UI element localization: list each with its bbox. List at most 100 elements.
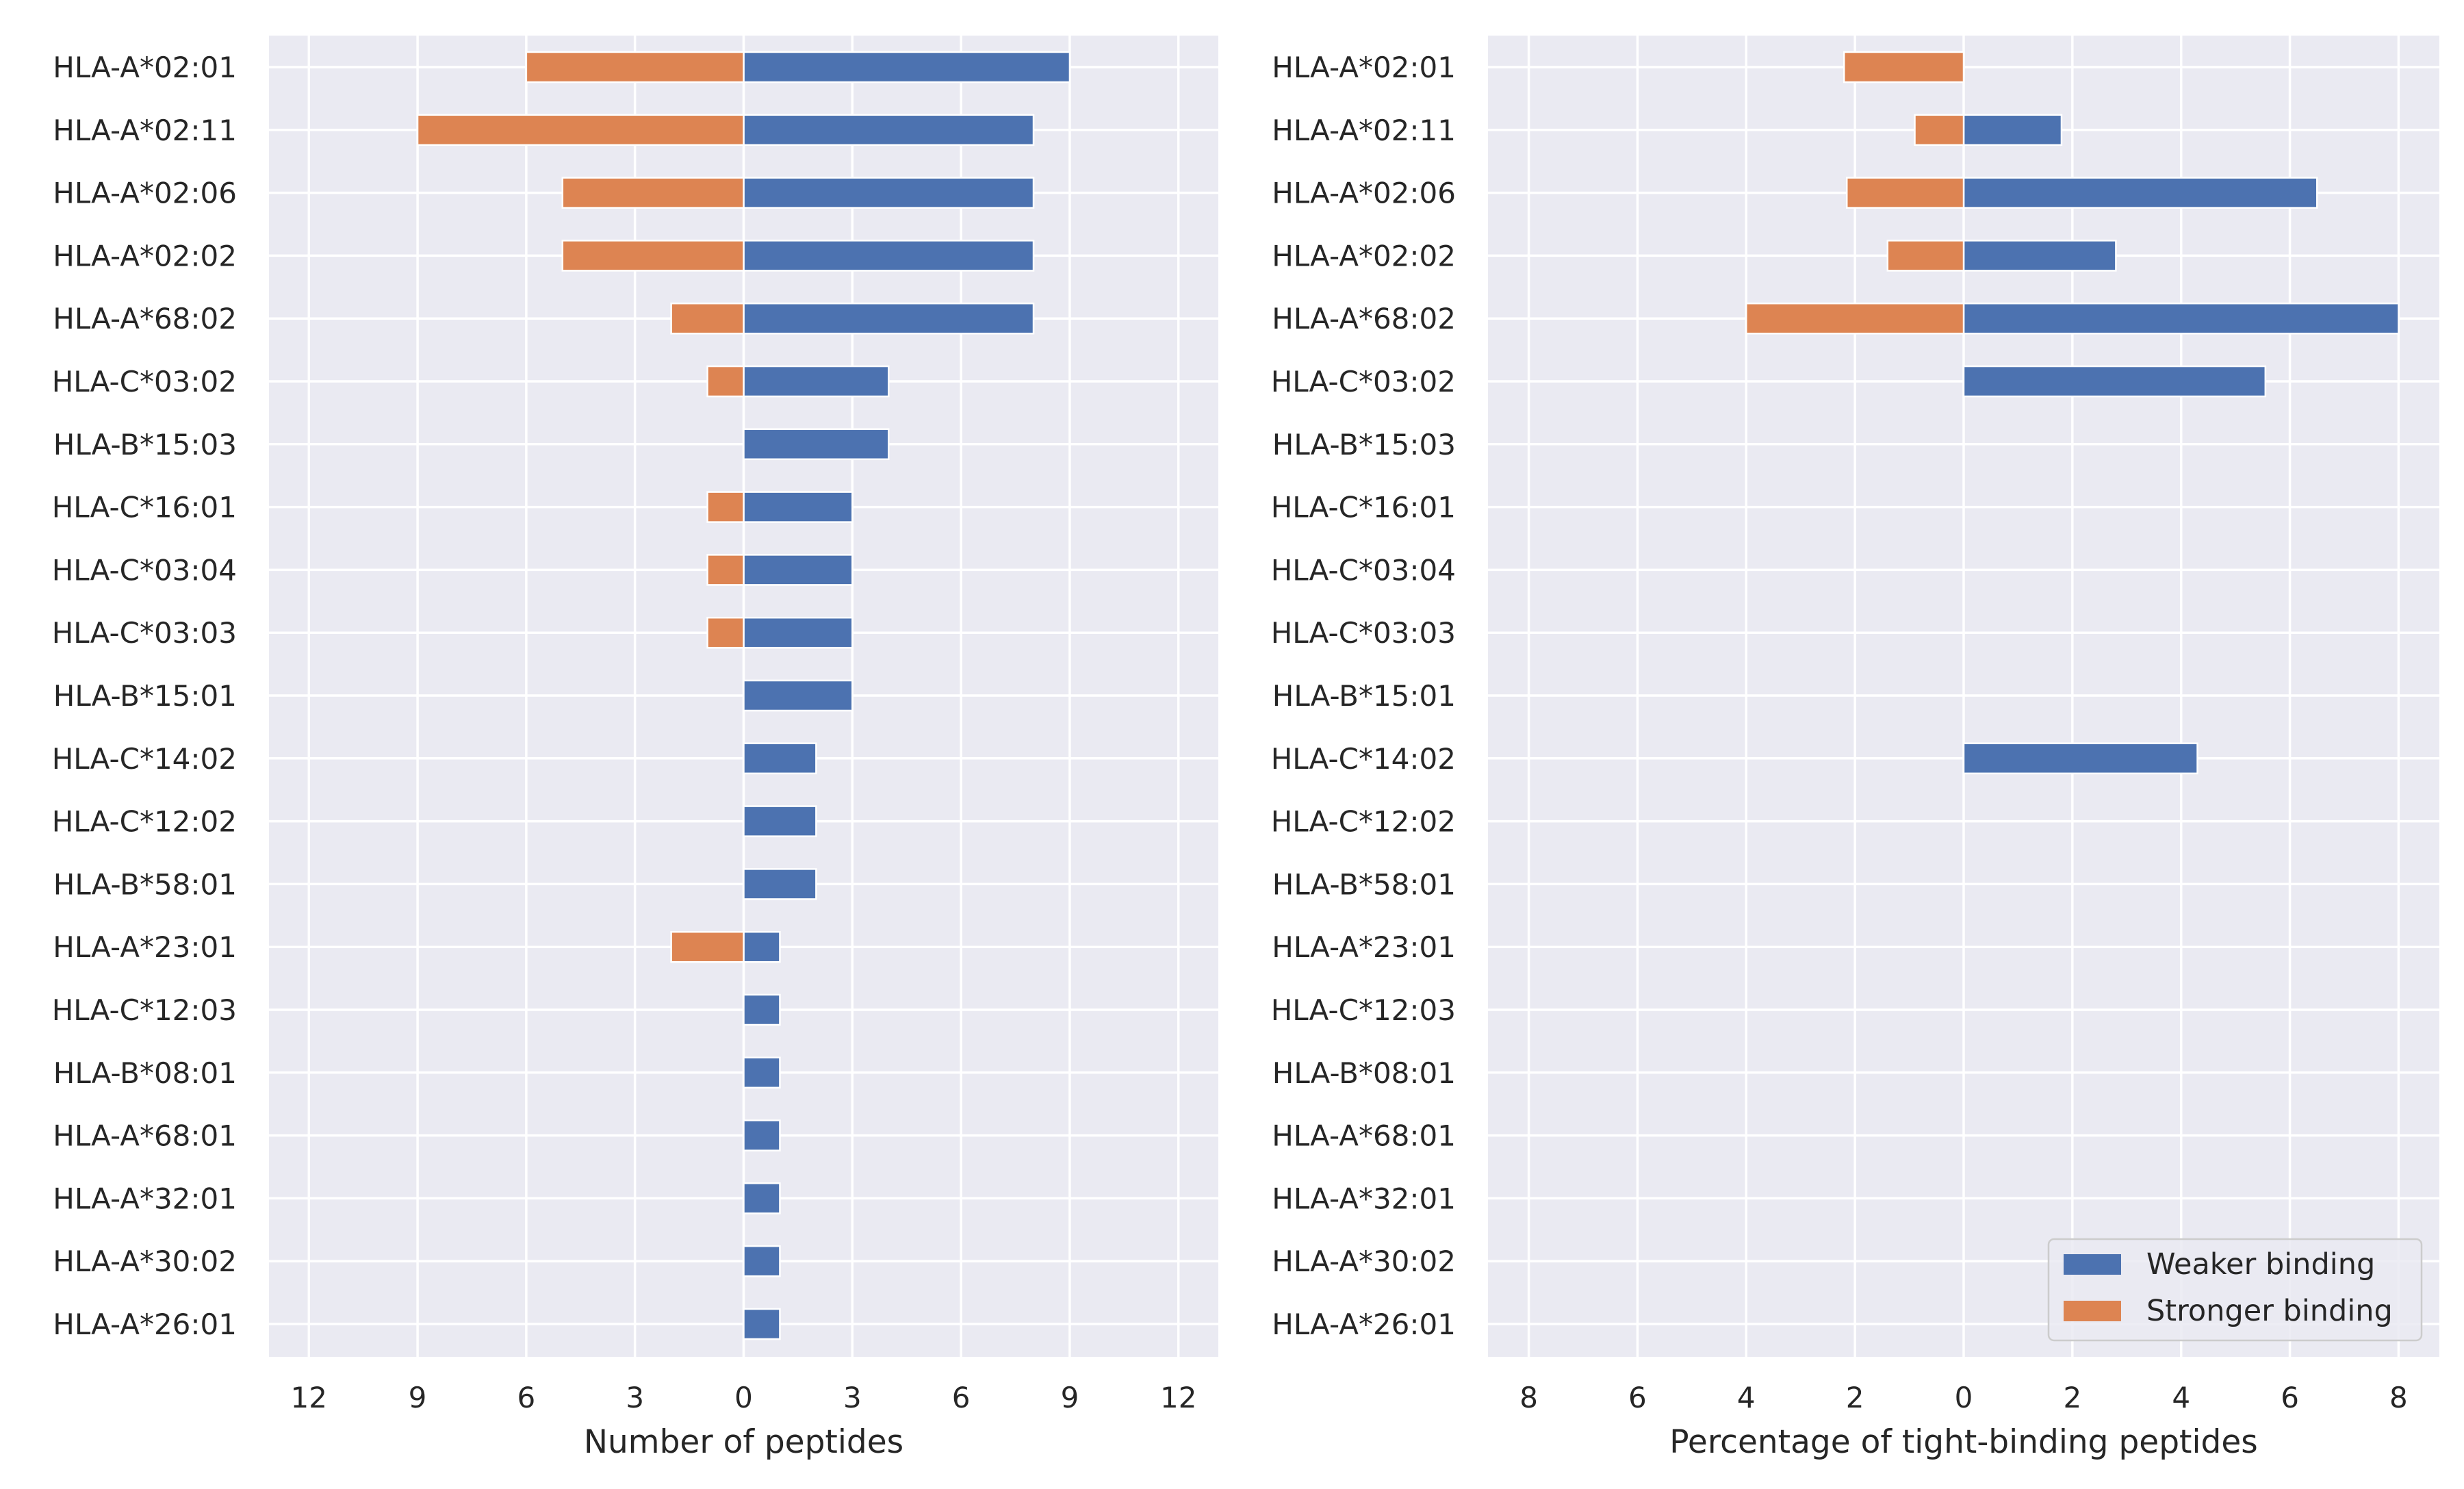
weaker-binding-bar xyxy=(1962,114,2063,147)
stronger-binding-bar xyxy=(1914,114,1965,147)
x-tick-label: 12 xyxy=(1160,1381,1196,1414)
category-label: HLA-C*16:01 xyxy=(52,491,237,524)
category-label: HLA-A*23:01 xyxy=(53,930,237,964)
chart-panel-1: HLA-A*02:01 HLA-A*02:11 HLA-A*02:06 HLA-A*0… xyxy=(52,36,1218,1461)
weaker-binding-bar xyxy=(1962,240,2117,272)
x-tick-label: 12 xyxy=(291,1381,327,1414)
legend-swatch xyxy=(2064,1301,2121,1321)
category-label: HLA-C*14:02 xyxy=(52,742,237,776)
category-label: HLA-A*02:01 xyxy=(1272,51,1456,84)
x-tick-label: 8 xyxy=(2389,1381,2408,1414)
x-tick-label: 6 xyxy=(517,1381,535,1414)
stronger-binding-bar xyxy=(1845,177,1965,209)
weaker-binding-bar xyxy=(743,1245,781,1277)
category-label: HLA-A*32:01 xyxy=(1272,1182,1456,1215)
stronger-binding-bar xyxy=(416,114,745,147)
weaker-binding-bar xyxy=(743,1308,781,1340)
category-label: HLA-A*30:02 xyxy=(1272,1245,1456,1278)
x-tick-label: 3 xyxy=(843,1381,862,1414)
category-label: HLA-C*03:02 xyxy=(52,365,237,398)
category-label: HLA-A*30:02 xyxy=(53,1245,237,1278)
category-label: HLA-B*15:01 xyxy=(53,679,237,713)
stronger-binding-bar xyxy=(706,365,745,398)
legend: Weaker binding Stronger binding xyxy=(2047,1238,2423,1342)
stronger-binding-bar xyxy=(1843,51,1965,84)
weaker-binding-bar xyxy=(743,365,890,398)
weaker-binding-bar xyxy=(743,114,1035,147)
x-tick-label: 0 xyxy=(1955,1381,1973,1414)
category-label: HLA-C*03:04 xyxy=(52,553,237,587)
weaker-binding-bar xyxy=(743,554,854,586)
stronger-binding-bar xyxy=(1745,302,1965,335)
category-label: HLA-C*12:02 xyxy=(1271,805,1456,839)
category-label: HLA-B*15:01 xyxy=(1272,679,1456,713)
legend-swatch xyxy=(2064,1254,2121,1275)
category-label: HLA-B*58:01 xyxy=(1272,867,1456,901)
category-label: HLA-C*16:01 xyxy=(1271,491,1456,524)
x-tick-label: 6 xyxy=(2281,1381,2299,1414)
category-label: HLA-A*02:02 xyxy=(53,239,237,272)
weaker-binding-bar xyxy=(743,1056,781,1089)
category-label: HLA-B*08:01 xyxy=(1272,1056,1456,1090)
weaker-binding-bar xyxy=(743,805,817,837)
category-label: HLA-A*68:02 xyxy=(53,302,237,335)
x-axis-title: Number of peptides xyxy=(584,1423,903,1461)
chart-panel-2: HLA-A*02:01 HLA-A*02:11 HLA-A*02:06 HLA-A*0… xyxy=(1271,36,2439,1461)
weaker-binding-bar xyxy=(1962,742,2198,775)
x-tick-label: 2 xyxy=(2063,1381,2081,1414)
stronger-binding-bar xyxy=(670,930,745,963)
category-label: HLA-C*03:02 xyxy=(1271,365,1456,398)
category-label: HLA-B*15:03 xyxy=(53,428,237,461)
stronger-binding-bar xyxy=(561,177,745,209)
legend-box xyxy=(2047,1238,2423,1342)
category-label: HLA-A*68:01 xyxy=(1272,1119,1456,1153)
category-label: HLA-A*32:01 xyxy=(53,1182,237,1215)
x-tick-label: 4 xyxy=(2172,1381,2190,1414)
weaker-binding-bar xyxy=(1962,365,2267,398)
stronger-binding-bar xyxy=(706,491,745,523)
weaker-binding-bar xyxy=(743,428,890,461)
weaker-binding-bar xyxy=(743,616,854,649)
weaker-binding-bar xyxy=(743,868,817,900)
category-label: HLA-B*15:03 xyxy=(1272,428,1456,461)
weaker-binding-bar xyxy=(743,993,781,1026)
stronger-binding-bar xyxy=(670,302,745,335)
weaker-binding-bar xyxy=(743,51,1071,84)
x-tick-label: 9 xyxy=(1061,1381,1079,1414)
category-label: HLA-A*68:02 xyxy=(1272,302,1456,335)
category-label: HLA-A*02:11 xyxy=(1272,114,1456,147)
weaker-binding-bar xyxy=(1962,302,2400,335)
weaker-binding-bar xyxy=(743,177,1035,209)
weaker-binding-bar xyxy=(743,679,854,712)
category-label: HLA-A*23:01 xyxy=(1272,930,1456,964)
x-tick-label: 6 xyxy=(952,1381,971,1414)
weaker-binding-bar xyxy=(743,1182,781,1214)
category-label: HLA-A*02:06 xyxy=(53,177,237,210)
x-tick-label: 8 xyxy=(1519,1381,1538,1414)
category-label: HLA-C*03:03 xyxy=(52,616,237,650)
category-label: HLA-C*14:02 xyxy=(1271,742,1456,776)
x-tick-label: 9 xyxy=(409,1381,427,1414)
x-tick-label: 3 xyxy=(626,1381,644,1414)
x-tick-label: 0 xyxy=(734,1381,753,1414)
category-label: HLA-A*26:01 xyxy=(1272,1308,1456,1341)
weaker-binding-bar xyxy=(743,240,1035,272)
weaker-binding-bar xyxy=(743,302,1035,335)
stronger-binding-bar xyxy=(525,51,745,84)
category-label: HLA-A*02:01 xyxy=(53,51,237,84)
x-tick-label: 4 xyxy=(1737,1381,1756,1414)
weaker-binding-bar xyxy=(1962,177,2318,209)
category-label: HLA-C*12:03 xyxy=(52,993,237,1027)
category-label: HLA-A*02:06 xyxy=(1272,177,1456,210)
category-label: HLA-C*03:04 xyxy=(1271,553,1456,587)
x-tick-label: 6 xyxy=(1628,1381,1647,1414)
category-label: HLA-C*12:02 xyxy=(52,805,237,839)
category-label: HLA-A*02:02 xyxy=(1272,239,1456,272)
legend-label: Weaker binding xyxy=(2146,1247,2375,1282)
stronger-binding-bar xyxy=(706,554,745,586)
category-label: HLA-A*02:11 xyxy=(53,114,237,147)
stronger-binding-bar xyxy=(1886,240,1965,272)
weaker-binding-bar xyxy=(743,742,817,775)
x-axis-title: Percentage of tight-binding peptides xyxy=(1669,1423,2258,1461)
